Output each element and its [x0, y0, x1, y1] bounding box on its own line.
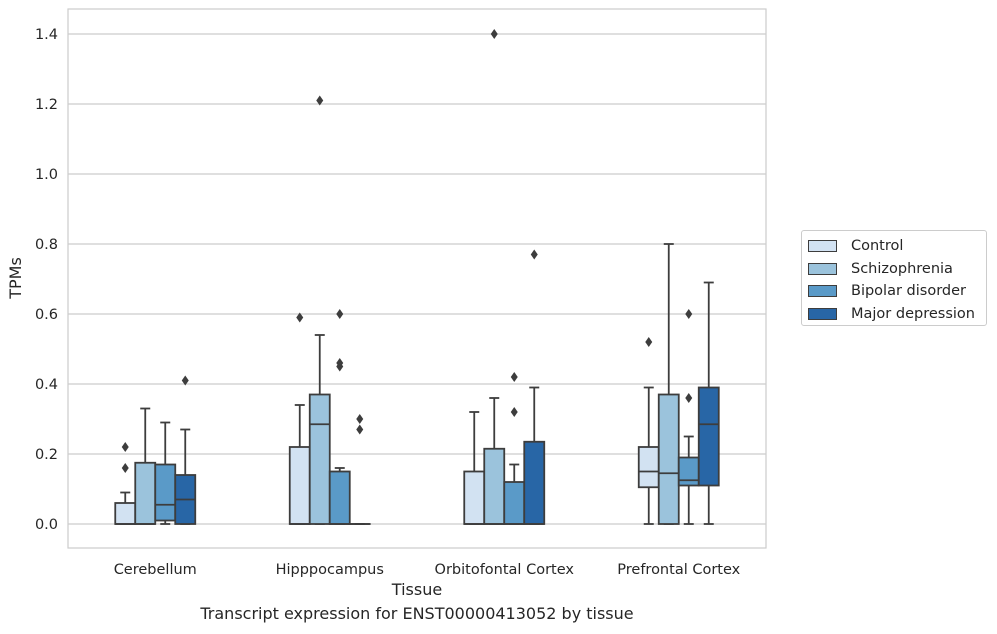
box-1-0 — [288, 312, 311, 525]
legend-label: Bipolar disorder — [851, 283, 966, 300]
legend-swatch — [808, 262, 837, 275]
box-body — [697, 386, 720, 487]
y-tick-label: 1.4 — [35, 27, 58, 43]
legend-label: Schizophrenia — [851, 260, 953, 277]
box-body — [657, 393, 680, 525]
outlier-point — [121, 463, 129, 473]
box-groups — [114, 29, 720, 525]
box-2-3 — [523, 249, 546, 525]
x-tick-label: Prefrontal Cortex — [617, 562, 740, 578]
y-tick-label: 1.2 — [35, 97, 58, 113]
box-3-2 — [677, 309, 700, 525]
legend-item: Major depression — [808, 303, 986, 326]
box-3-0 — [637, 337, 660, 525]
outlier-point — [490, 29, 498, 39]
y-tick-label: 0.4 — [35, 377, 58, 393]
outlier-point — [356, 424, 364, 435]
box-1-3 — [348, 414, 371, 525]
x-tick-label: Cerebellum — [114, 562, 197, 578]
box-0-2 — [154, 421, 177, 525]
box-2-2 — [503, 372, 526, 525]
legend-label: Major depression — [851, 306, 975, 323]
chart-caption: Transcript expression for ENST0000041305… — [200, 604, 634, 623]
box-body — [134, 461, 157, 525]
box-0-0 — [114, 442, 137, 525]
outlier-point — [121, 442, 129, 452]
y-tick-label: 0.2 — [35, 447, 58, 463]
outlier-point — [510, 407, 518, 417]
outlier-point — [685, 309, 693, 319]
plot-frame — [67, 8, 767, 549]
outlier-point — [296, 312, 304, 323]
y-axis-label: TPMs — [6, 257, 25, 300]
box-body — [463, 470, 486, 525]
outlier-point — [181, 375, 189, 386]
legend-item: Bipolar disorder — [808, 280, 986, 303]
y-tick-label: 0.8 — [35, 237, 58, 253]
box-2-0 — [463, 411, 486, 525]
box-0-3 — [174, 375, 197, 525]
box-body — [308, 393, 331, 525]
box-1-1 — [308, 95, 331, 525]
outlier-point — [336, 309, 344, 319]
y-tick-label: 1.0 — [35, 167, 58, 183]
outlier-point — [685, 393, 693, 403]
x-tick-label: Orbitofontal Cortex — [435, 562, 575, 578]
box-body — [114, 502, 137, 525]
box-body — [637, 446, 660, 489]
outlier-point — [645, 337, 653, 347]
legend-swatch — [808, 240, 837, 253]
box-3-3 — [697, 281, 720, 525]
legend-label: Control — [851, 238, 904, 255]
x-tick-labels: Cerebellum Hipppocampus Orbitofontal Corte… — [114, 562, 741, 578]
legend-swatch — [808, 308, 837, 321]
outlier-point — [336, 358, 344, 368]
box-body — [288, 446, 311, 525]
legend-item: Schizophrenia — [808, 258, 986, 281]
legend-item: Control — [808, 235, 986, 258]
box-body — [328, 470, 351, 525]
y-tick-label: 0.0 — [35, 517, 58, 533]
outlier-point — [510, 372, 518, 382]
box-body — [503, 481, 526, 525]
box-0-1 — [134, 407, 157, 525]
y-tick-label: 0.6 — [35, 307, 58, 323]
box-body — [154, 463, 177, 522]
y-tick-labels: 0.0 0.2 0.4 0.6 0.8 1.0 1.2 1.4 — [35, 27, 58, 533]
outlier-point — [316, 95, 324, 106]
box-1-2 — [328, 309, 351, 525]
legend-swatch — [808, 285, 837, 298]
box-body — [523, 440, 546, 525]
x-tick-label: Hipppocampus — [276, 562, 384, 578]
outlier-point — [530, 249, 538, 260]
outlier-point — [356, 414, 364, 424]
box-body — [677, 456, 700, 487]
x-axis-label: Tissue — [391, 580, 442, 599]
box-2-1 — [483, 29, 506, 525]
legend: Control Schizophrenia Bipolar disorder Majo… — [801, 230, 987, 326]
box-body — [483, 447, 506, 525]
